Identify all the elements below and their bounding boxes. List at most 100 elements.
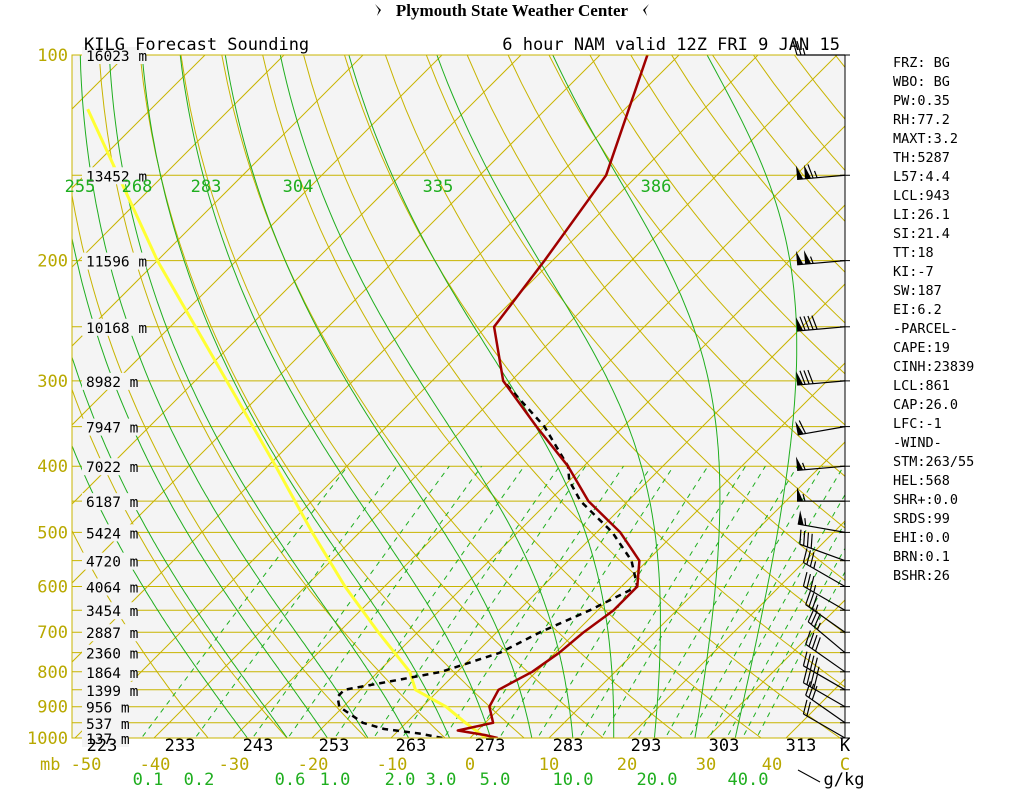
mixing-ratio-line <box>664 465 824 738</box>
dry-adiabat <box>139 55 525 738</box>
mixing-ratio-tick-label: 10.0 <box>553 770 594 790</box>
temperature-tick-label: -10 <box>377 755 408 775</box>
dry-adiabat <box>425 55 845 582</box>
height-label: 3454 m <box>86 604 139 620</box>
height-label: 4720 m <box>86 555 139 571</box>
moist-adiabat-label: 268 <box>122 177 153 197</box>
index-line: TT:18 <box>893 245 934 261</box>
wind-barb <box>802 699 850 739</box>
dry-adiabat <box>466 55 845 529</box>
index-line: LCL:861 <box>893 378 950 394</box>
dry-adiabat <box>548 55 845 426</box>
height-label-bg <box>82 624 138 642</box>
temperature-tick-label: 0 <box>465 755 475 775</box>
moist-adiabat <box>179 55 492 738</box>
moist-adiabat-label: 283 <box>191 177 222 197</box>
dry-adiabat <box>262 55 762 738</box>
index-line: CAP:26.0 <box>893 397 959 413</box>
dry-adiabat <box>72 192 367 738</box>
temperature-tick-label: -50 <box>71 755 102 775</box>
index-line: CINH:23839 <box>893 359 975 375</box>
height-label-bg <box>82 167 147 185</box>
moist-adiabat-label: 386 <box>641 177 672 197</box>
index-line: HEL:568 <box>893 473 950 489</box>
mixing-ratio-line <box>334 465 525 738</box>
wind-barb <box>795 315 850 332</box>
mixing-ratio-tick-label: 1.0 <box>320 770 351 790</box>
height-label-bg <box>82 578 138 596</box>
index-line: FRZ: BG <box>893 55 950 71</box>
index-line: TH:5287 <box>893 150 950 166</box>
temperature-tick-label: -40 <box>140 755 171 775</box>
index-line: -WIND- <box>893 435 942 451</box>
height-label: 13452 m <box>86 169 147 185</box>
mixing-ratio-tick-label: 0.6 <box>275 770 306 790</box>
pressure-label: 200 <box>37 252 68 272</box>
index-line: RH:77.2 <box>893 112 950 128</box>
height-label: 10168 m <box>86 321 147 337</box>
temperature-tick-label: -20 <box>298 755 329 775</box>
wind-barb <box>802 651 850 691</box>
dry-adiabat <box>507 55 845 477</box>
wind-barb <box>805 630 850 673</box>
isotherm <box>706 599 845 738</box>
logo-left-icon <box>374 4 381 16</box>
isotherm <box>72 55 522 505</box>
mixing-ratio-line <box>140 465 348 738</box>
height-label-bg <box>82 524 138 542</box>
isotherm <box>72 55 364 347</box>
pressure-label: 500 <box>37 523 68 543</box>
mixing-ratio-tick-label: 0.1 <box>133 770 164 790</box>
wind-barb <box>802 668 850 708</box>
dewpoint-trace <box>336 380 639 738</box>
index-line: BRN:0.1 <box>893 549 950 565</box>
mixing-ratio-line <box>537 465 709 738</box>
temperature-tick-label: 10 <box>539 755 559 775</box>
height-label-bg <box>82 698 129 716</box>
height-label: 7022 m <box>86 460 139 476</box>
chart-left-title: KILG Forecast Sounding <box>84 35 309 55</box>
height-label-bg <box>82 602 138 620</box>
index-line: SW:187 <box>893 283 942 299</box>
isotherm <box>72 55 285 268</box>
kelvin-tick-label: 233 <box>165 736 196 756</box>
kelvin-tick-label: 253 <box>319 736 350 756</box>
mixing-ratio-line <box>498 465 674 738</box>
height-label-bg <box>82 418 138 436</box>
dry-adiabat <box>384 55 845 635</box>
wind-barb <box>795 164 850 181</box>
wind-barb <box>799 529 850 562</box>
pressure-label: 100 <box>37 46 68 66</box>
kelvin-tick-label: 303 <box>709 736 740 756</box>
moist-adiabat <box>436 55 661 738</box>
moist-adiabat <box>224 55 533 738</box>
banner: Plymouth State Weather Center <box>0 0 1024 26</box>
moist-adiabat <box>72 444 249 738</box>
wind-barb <box>807 608 850 654</box>
mixing-ratio-tick-label: 3.0 <box>426 770 457 790</box>
temperature-tick-label: 20 <box>617 755 637 775</box>
mixing-ratio-tick-label: 0.2 <box>184 770 215 790</box>
isotherm <box>311 204 845 738</box>
index-line: MAXT:3.2 <box>893 131 959 147</box>
pressure-label: 600 <box>37 577 68 597</box>
height-label: 2887 m <box>86 626 139 642</box>
height-label-bg <box>82 252 147 270</box>
height-label-bg <box>82 681 138 699</box>
isotherm <box>232 125 845 738</box>
kelvin-tick-label: K <box>840 736 851 756</box>
moist-adiabat-label: 335 <box>423 177 454 197</box>
height-label: 956 m <box>86 701 130 717</box>
banner-title: Plymouth State Weather Center <box>395 1 629 20</box>
dry-adiabat <box>72 529 209 738</box>
moist-adiabat <box>348 55 615 738</box>
mixing-ratio-tick-label: 40.0 <box>728 770 769 790</box>
pressure-label: 400 <box>37 457 68 477</box>
gkg-pointer <box>797 769 821 783</box>
wind-barb <box>805 590 850 633</box>
dry-adiabat <box>221 55 683 738</box>
index-line: EI:6.2 <box>893 302 942 318</box>
height-label-bg <box>82 47 147 64</box>
dry-adiabat <box>98 55 446 738</box>
height-label: 6187 m <box>86 495 139 511</box>
